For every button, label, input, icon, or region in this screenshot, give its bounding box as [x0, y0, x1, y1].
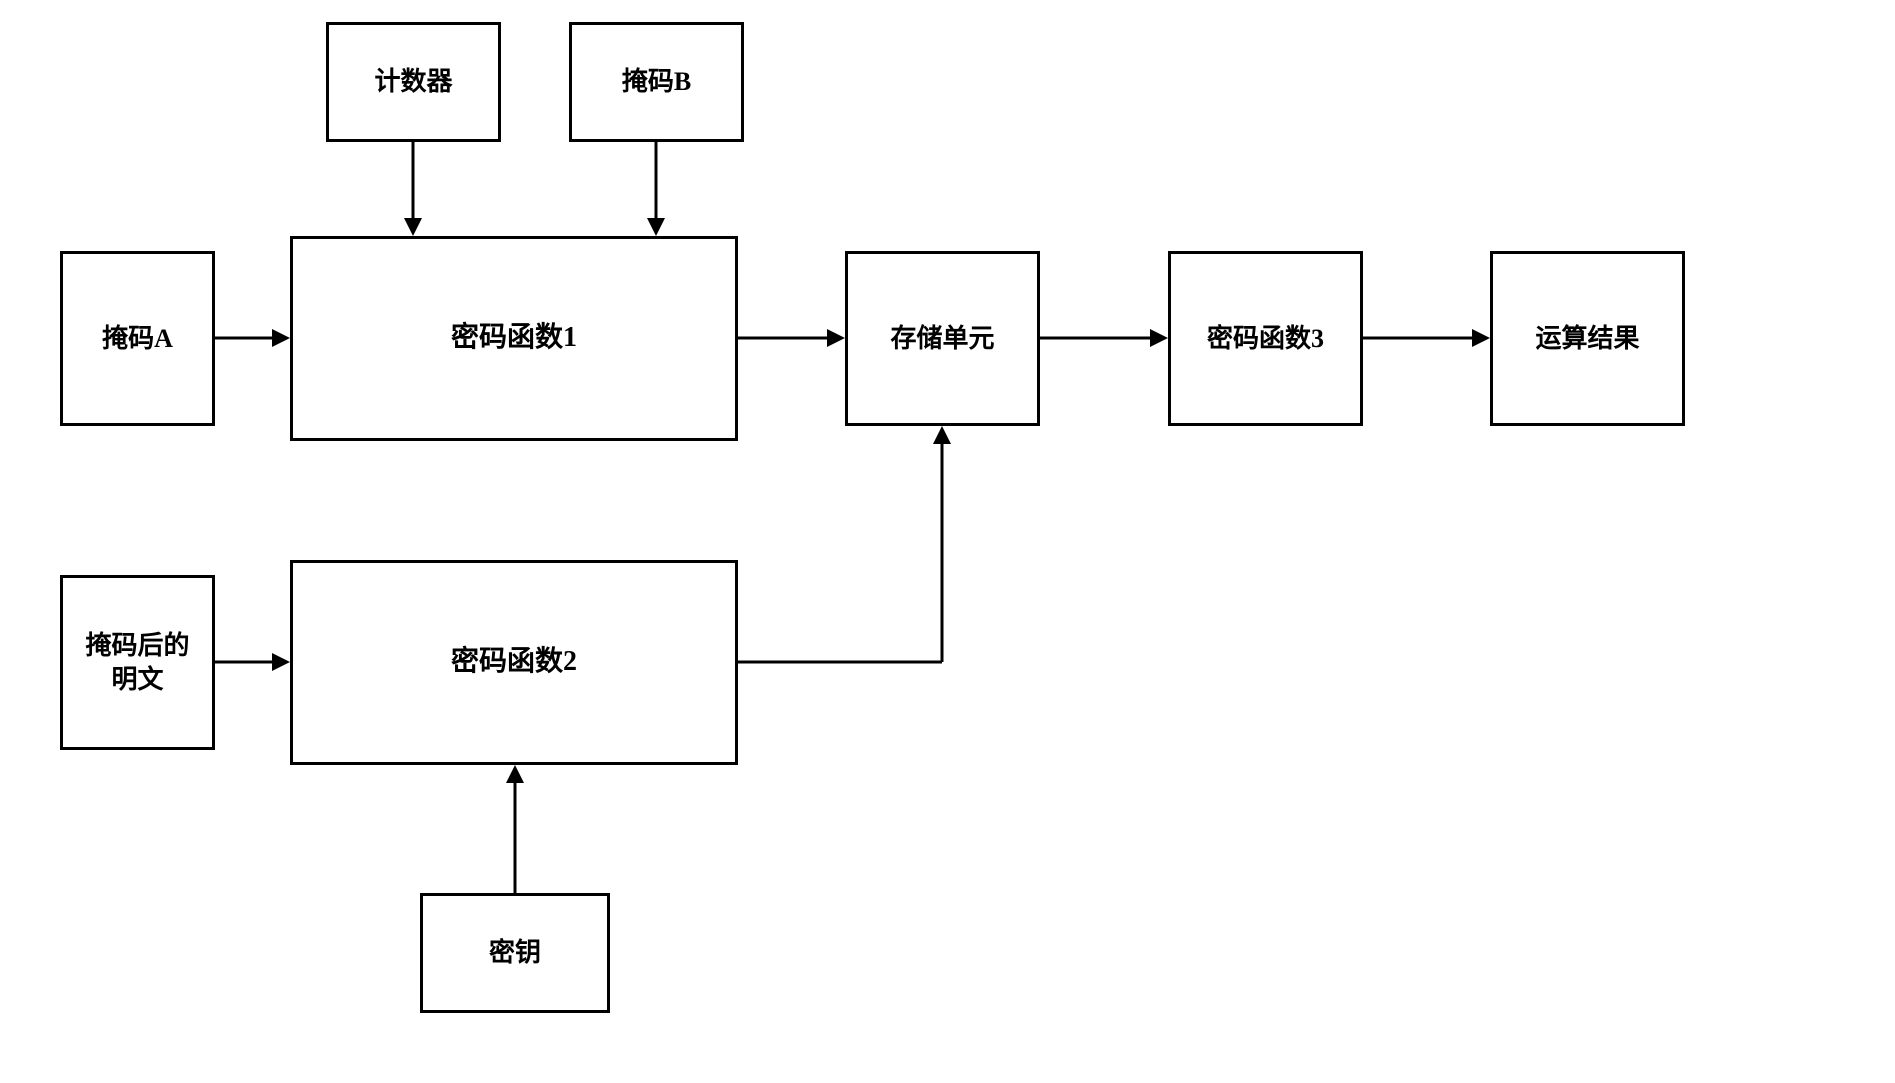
node-label: 存储单元 [890, 322, 994, 356]
node-label: 密码函数1 [451, 320, 577, 356]
node-mask-a: 掩码A [60, 251, 215, 426]
node-label: 掩码后的明文 [85, 629, 189, 697]
node-result: 运算结果 [1490, 251, 1685, 426]
node-cipher-func-3: 密码函数3 [1168, 251, 1363, 426]
node-key: 密钥 [420, 893, 610, 1013]
node-label: 掩码B [622, 65, 691, 99]
node-mask-b: 掩码B [569, 22, 744, 142]
node-label: 密码函数3 [1207, 322, 1324, 356]
node-label: 掩码A [102, 322, 173, 356]
node-label: 计数器 [374, 65, 452, 99]
node-label: 密码函数2 [451, 644, 577, 680]
node-label: 密钥 [489, 936, 541, 970]
node-storage-unit: 存储单元 [845, 251, 1040, 426]
node-cipher-func-1: 密码函数1 [290, 236, 738, 441]
node-counter: 计数器 [326, 22, 501, 142]
node-masked-plaintext: 掩码后的明文 [60, 575, 215, 750]
arrows-layer [0, 0, 1895, 1083]
node-cipher-func-2: 密码函数2 [290, 560, 738, 765]
node-label: 运算结果 [1535, 322, 1639, 356]
diagram-canvas: 计数器 掩码B 掩码A 密码函数1 存储单元 密码函数3 运算结果 掩码后的明文… [0, 0, 1895, 1083]
